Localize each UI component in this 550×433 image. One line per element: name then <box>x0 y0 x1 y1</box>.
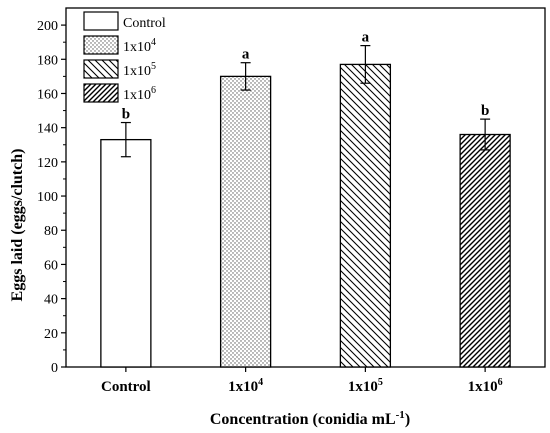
y-tick-label: 180 <box>37 53 58 68</box>
legend-label-text: 1x10 <box>123 88 151 103</box>
y-tick-label: 160 <box>37 87 58 102</box>
x-axis: Control 1x104 1x105 1x106 <box>101 367 503 395</box>
bars: b a a b <box>100 30 511 368</box>
y-tick-label: 0 <box>51 361 58 376</box>
legend-label: 1x104 <box>123 37 156 55</box>
legend-label-exponent: 5 <box>151 61 156 72</box>
legend-label: Control <box>123 16 166 31</box>
y-tick-label: 200 <box>37 19 58 34</box>
x-tick-label: 1x105 <box>348 377 383 395</box>
plot-frame <box>65 7 546 368</box>
x-tick-label-text: 1x10 <box>348 379 378 395</box>
y-axis-title: Eggs laid (eggs/clutch) <box>9 149 26 302</box>
x-tick-label-exponent: 5 <box>378 377 383 388</box>
significance-label: b <box>481 103 489 119</box>
significance-label: b <box>122 107 130 123</box>
legend-label-text: 1x10 <box>123 64 151 79</box>
x-tick-label: 1x106 <box>468 377 503 395</box>
y-axis: 0 20 40 60 80 100 120 140 160 180 200 <box>37 19 66 376</box>
x-tick-label-exponent: 4 <box>258 377 263 388</box>
y-tick-label: 60 <box>44 258 58 273</box>
y-tick-label: 80 <box>44 224 58 239</box>
legend-label: 1x105 <box>123 61 156 79</box>
y-tick-label: 40 <box>44 293 58 308</box>
x-tick-label-text: 1x10 <box>468 379 498 395</box>
bar <box>100 138 152 368</box>
y-tick-label: 100 <box>37 190 58 205</box>
legend-swatch <box>83 35 119 55</box>
legend-label-exponent: 6 <box>151 85 156 96</box>
x-axis-title-exponent: -1 <box>396 409 405 421</box>
bar <box>219 75 272 368</box>
significance-label: a <box>242 47 250 63</box>
x-tick-label-exponent: 6 <box>498 377 503 388</box>
x-axis-title-text: Concentration (conidia mL <box>210 411 396 428</box>
significance-label: a <box>362 30 370 46</box>
bar <box>339 63 392 368</box>
y-tick-label: 20 <box>44 327 58 342</box>
x-tick-label-text: Control <box>101 379 151 395</box>
x-tick-label-text: 1x10 <box>228 379 258 395</box>
legend-label-text: 1x10 <box>123 40 151 55</box>
x-axis-title-suffix: ) <box>405 411 410 428</box>
y-tick-label: 120 <box>37 156 58 171</box>
legend-swatch <box>83 59 119 79</box>
legend-swatch <box>83 83 119 103</box>
legend-label-text: Control <box>123 16 166 31</box>
legend-label-exponent: 4 <box>151 37 156 48</box>
bar <box>459 133 511 368</box>
legend-label: 1x106 <box>123 85 156 103</box>
x-axis-title: Concentration (conidia mL-1) <box>210 409 410 428</box>
legend-swatch <box>83 11 119 31</box>
x-tick-label: 1x104 <box>228 377 263 395</box>
x-tick-label: Control <box>101 379 151 395</box>
y-tick-label: 140 <box>37 122 58 137</box>
plot-border <box>65 7 546 368</box>
